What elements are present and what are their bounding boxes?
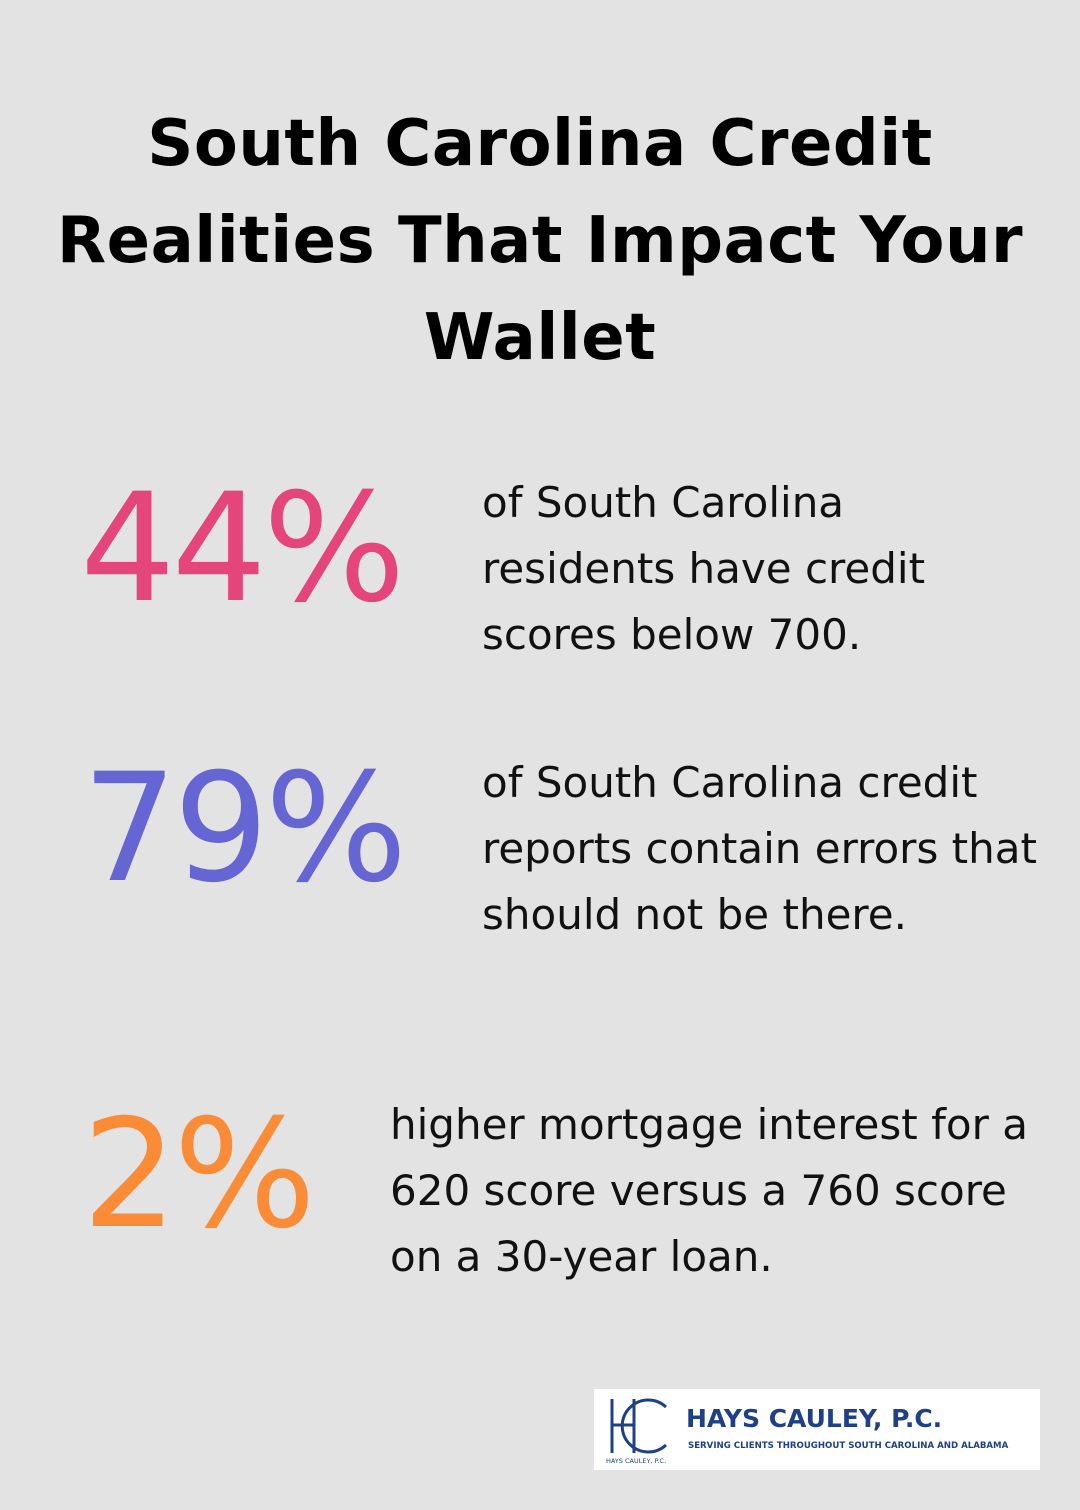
stat-description: of South Carolina residents have credit … (482, 478, 926, 659)
logo-small-text: HAYS CAULEY, P.C. (606, 1457, 667, 1465)
stat-description: of South Carolina credit reports contain… (482, 758, 1037, 939)
logo-tagline: SERVING CLIENTS THROUGHOUT SOUTH CAROLIN… (688, 1441, 1009, 1451)
stat-residents-below-700: 44% of South Carolina residents have cre… (0, 470, 1080, 670)
page-title: South Carolina Credit Realities That Imp… (56, 107, 1024, 375)
stat-description: higher mortgage interest for a 620 score… (390, 1100, 1028, 1281)
stat-value: 79% (82, 742, 407, 916)
company-logo: HAYS CAULEY, P.C. SERVING CLIENTS THROUG… (594, 1389, 1040, 1470)
stat-value: 2% (82, 1088, 316, 1262)
logo-company-name: HAYS CAULEY, P.C. (686, 1404, 943, 1433)
stat-mortgage-interest: 2% higher mortgage interest for a 620 sc… (0, 1092, 1080, 1292)
hc-monogram-icon (610, 1398, 668, 1454)
stat-report-errors: 79% of South Carolina credit reports con… (0, 750, 1080, 1010)
stat-value: 44% (80, 462, 405, 636)
